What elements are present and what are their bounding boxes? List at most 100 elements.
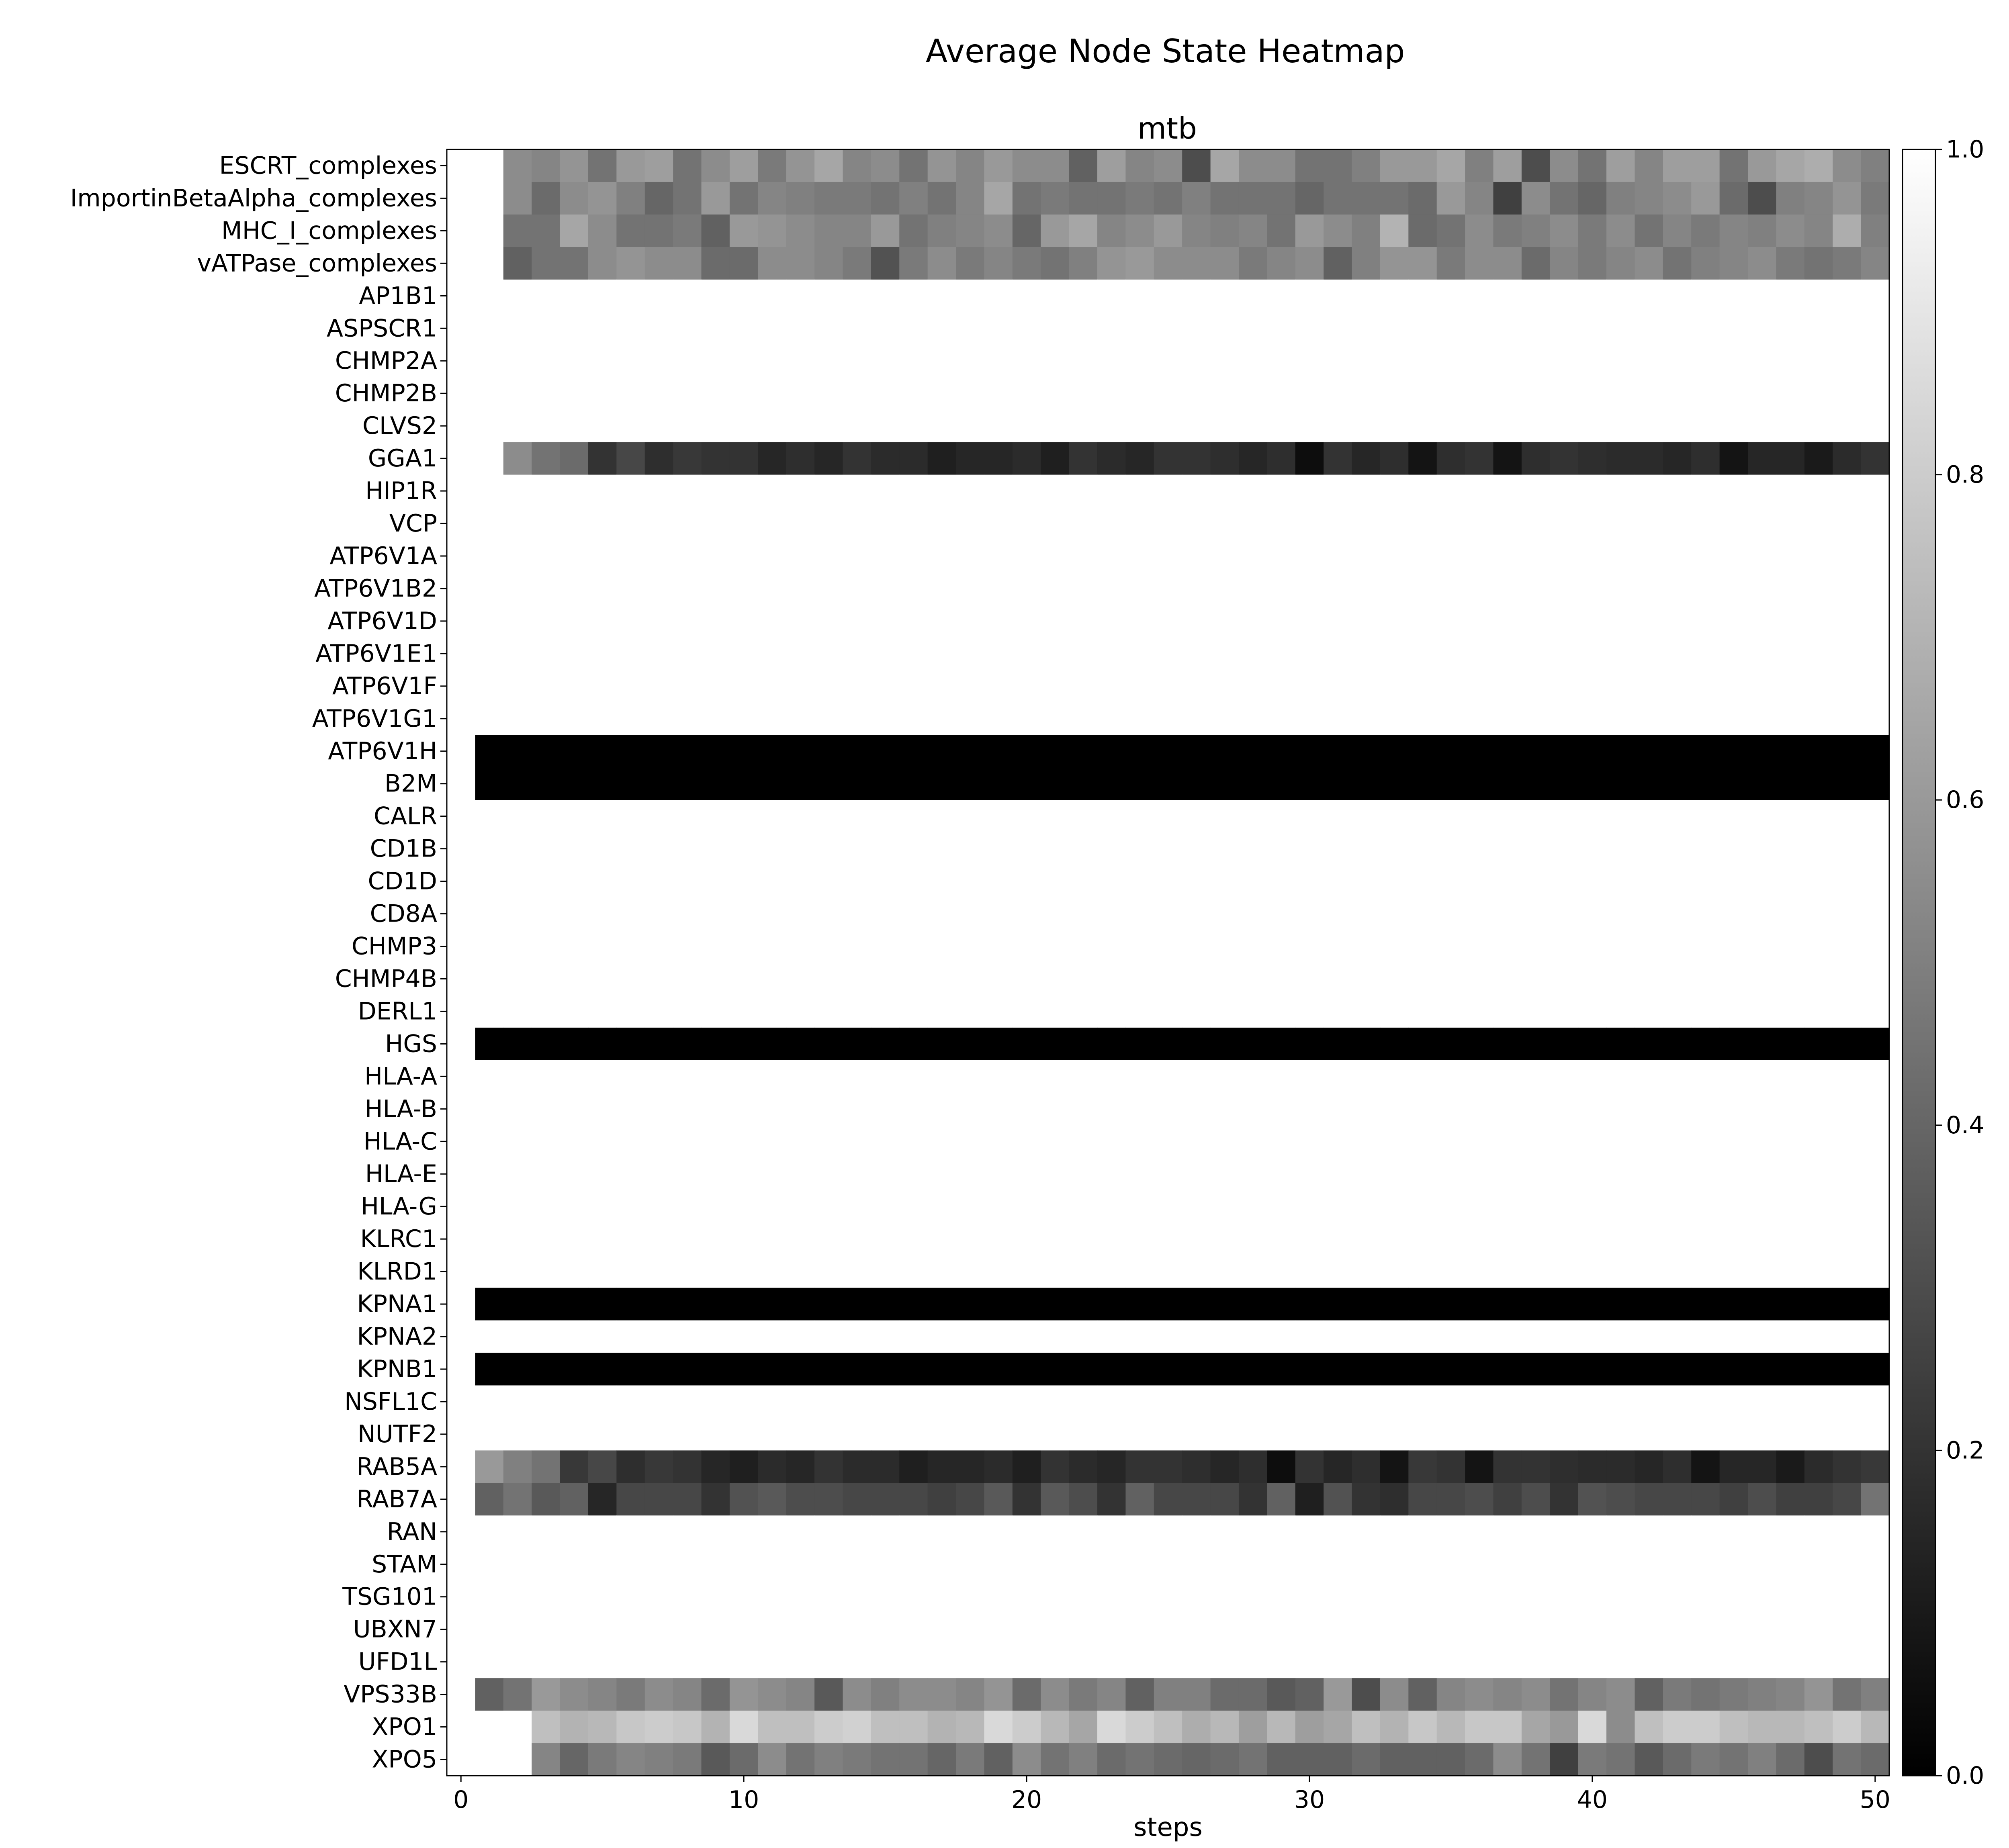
heatmap-cell	[532, 735, 561, 768]
heatmap-cell	[1154, 1613, 1182, 1646]
heatmap-cell	[956, 1222, 985, 1256]
heatmap-cell	[1408, 767, 1437, 800]
heatmap-cell	[1663, 1711, 1692, 1744]
heatmap-cell	[1238, 1646, 1267, 1678]
heatmap-cell	[532, 474, 561, 508]
heatmap-cell	[1804, 540, 1833, 573]
heatmap-cell	[1380, 1418, 1409, 1451]
heatmap-cell	[1521, 1678, 1550, 1711]
heatmap-cell	[1125, 767, 1154, 800]
heatmap-cell	[1097, 1743, 1126, 1776]
heatmap-cell	[1097, 897, 1126, 930]
heatmap-cell	[447, 149, 475, 182]
heatmap-cell	[786, 344, 815, 378]
heatmap-cell	[1635, 474, 1663, 508]
heatmap-cell	[1380, 1711, 1409, 1744]
heatmap-cell	[1691, 247, 1720, 280]
heatmap-cell	[1097, 963, 1126, 996]
heatmap-cell	[560, 1125, 589, 1158]
heatmap-cell	[1408, 865, 1437, 898]
heatmap-cell	[1691, 1418, 1720, 1451]
heatmap-cell	[1352, 214, 1381, 247]
heatmap-cell	[1465, 995, 1494, 1028]
heatmap-cell	[1776, 1190, 1805, 1223]
heatmap-cell	[1324, 1157, 1352, 1191]
heatmap-cell	[871, 1027, 900, 1061]
heatmap-cell	[1295, 995, 1324, 1028]
heatmap-cell	[1125, 865, 1154, 898]
heatmap-cell	[475, 1157, 504, 1191]
heatmap-cell	[1041, 409, 1070, 443]
heatmap-cell	[1238, 1320, 1267, 1353]
row-label: GGA1	[368, 444, 437, 472]
heatmap-cell	[1324, 800, 1352, 833]
heatmap-cell	[532, 963, 561, 996]
heatmap-cell	[1069, 1222, 1098, 1256]
heatmap-cell	[1635, 670, 1663, 703]
heatmap-cell	[1380, 1450, 1409, 1483]
heatmap-cell	[1719, 507, 1748, 540]
heatmap-cell	[984, 377, 1013, 410]
heatmap-cell	[1352, 344, 1381, 378]
heatmap-cell	[1861, 279, 1890, 313]
heatmap-cell	[1295, 1060, 1324, 1093]
heatmap-cell	[1352, 963, 1381, 996]
heatmap-cell	[1238, 442, 1267, 475]
heatmap-cell	[1324, 1060, 1352, 1093]
heatmap-cell	[1691, 767, 1720, 800]
heatmap-cell	[447, 1483, 475, 1516]
heatmap-cell	[1861, 800, 1890, 833]
heatmap-cell	[1776, 1353, 1805, 1386]
heatmap-cell	[1635, 1646, 1663, 1678]
heatmap-cell	[447, 1222, 475, 1256]
heatmap-cell	[673, 832, 702, 865]
heatmap-cell	[1719, 149, 1748, 182]
heatmap-cell	[1125, 409, 1154, 443]
heatmap-cell	[644, 735, 673, 768]
heatmap-cell	[1295, 1353, 1324, 1386]
heatmap-cell	[729, 1711, 758, 1744]
heatmap-cell	[503, 995, 532, 1028]
heatmap-cell	[1380, 800, 1409, 833]
heatmap-cell	[871, 442, 900, 475]
heatmap-cell	[1521, 865, 1550, 898]
heatmap-cell	[1012, 897, 1041, 930]
heatmap-cell	[1069, 572, 1098, 605]
heatmap-cell	[899, 1125, 928, 1158]
heatmap-cell	[984, 1580, 1013, 1613]
heatmap-cell	[1069, 897, 1098, 930]
heatmap-cell	[1012, 182, 1041, 215]
heatmap-cell	[447, 1060, 475, 1093]
heatmap-cell	[1663, 1450, 1692, 1483]
heatmap-cell	[1578, 149, 1607, 182]
heatmap-cell	[1069, 1646, 1098, 1678]
heatmap-cell	[1465, 1678, 1494, 1711]
heatmap-cell	[1833, 1255, 1862, 1288]
row-label: RAB5A	[356, 1453, 437, 1481]
heatmap-cell	[1691, 735, 1720, 768]
heatmap-cell	[1069, 1678, 1098, 1711]
heatmap-cell	[1267, 1385, 1296, 1419]
heatmap-cell	[1154, 735, 1182, 768]
heatmap-cell	[673, 702, 702, 735]
heatmap-cell	[1125, 1288, 1154, 1321]
heatmap-cell	[616, 963, 645, 996]
heatmap-cell	[1267, 312, 1296, 345]
heatmap-cell	[1182, 767, 1211, 800]
heatmap-cell	[1521, 344, 1550, 378]
heatmap-cell	[1041, 897, 1070, 930]
heatmap-cell	[1691, 637, 1720, 670]
heatmap-cell	[1493, 1418, 1522, 1451]
heatmap-cell	[899, 507, 928, 540]
heatmap-cell	[1154, 572, 1182, 605]
heatmap-cell	[956, 832, 985, 865]
heatmap-cell	[956, 1646, 985, 1678]
heatmap-cell	[984, 1255, 1013, 1288]
heatmap-cell	[475, 247, 504, 280]
heatmap-cell	[447, 1646, 475, 1678]
heatmap-cell	[503, 1743, 532, 1776]
heatmap-cell	[1521, 1483, 1550, 1516]
heatmap-cell	[1012, 1418, 1041, 1451]
heatmap-cell	[1154, 1353, 1182, 1386]
heatmap-cell	[843, 1548, 872, 1581]
